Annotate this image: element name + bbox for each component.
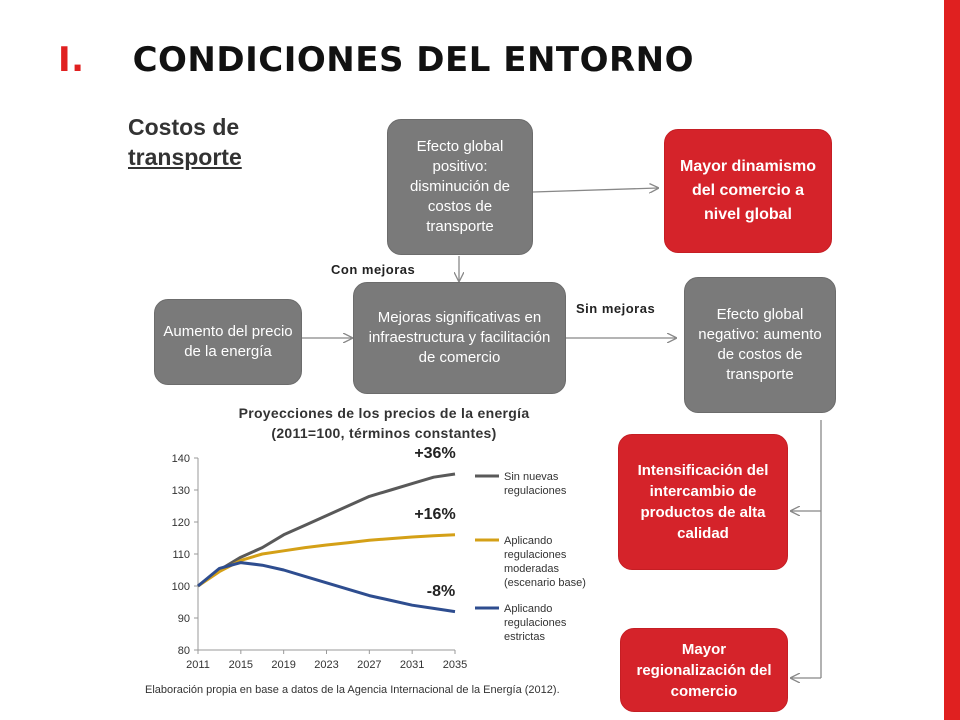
box-regionalizacion: Mayor regionalización del comercio (620, 628, 788, 712)
series-line-2 (197, 533, 456, 588)
series-line-3 (197, 561, 456, 614)
box-mayor-dinamismo: Mayor dinamismo del comercio a nivel glo… (664, 129, 832, 253)
legend-label: estrictas (504, 631, 545, 643)
box-efecto-positivo-text: Efecto global positivo: disminución de c… (409, 138, 511, 235)
box-aumento-precio: Aumento del precio de la energía (154, 299, 302, 385)
box-efecto-positivo: Efecto global positivo: disminución de c… (387, 119, 533, 255)
section-title: CONDICIONES DEL ENTORNO (132, 40, 695, 80)
chart-title-line-1: Proyecciones de los precios de la energí… (238, 405, 530, 421)
label-sin-mejoras: Sin mejoras (576, 301, 656, 316)
y-tick-label: 80 (178, 645, 190, 657)
x-tick-label: 2027 (357, 659, 381, 671)
x-tick-label: 2011 (186, 659, 210, 671)
x-tick-label: 2015 (229, 659, 253, 671)
legend-label: moderadas (504, 563, 560, 575)
y-tick-label: 140 (172, 453, 190, 465)
box-mayor-dinamismo-text: Mayor dinamismo del comercio a nivel glo… (679, 158, 817, 223)
y-tick-label: 100 (172, 581, 190, 593)
energy-price-chart: 80 90 100 110 120 130 140 2011 2015 2019 2023 2027 2… (172, 445, 586, 671)
x-tick-label: 2035 (443, 659, 467, 671)
chart-annotation: -8% (427, 583, 455, 600)
series-line-1 (197, 472, 456, 588)
chart-title: Proyecciones de los precios de la energí… (160, 403, 608, 443)
box-intensificacion-text: Intensificación del intercambio de produ… (637, 462, 769, 542)
arrow-top-to-dinamismo (532, 188, 658, 192)
subtitle-line-2: transporte (128, 144, 242, 170)
legend-label: regulaciones (504, 485, 567, 497)
legend-label: Aplicando (504, 603, 552, 615)
box-regionalizacion-text: Mayor regionalización del comercio (636, 640, 772, 700)
box-intensificacion: Intensificación del intercambio de produ… (618, 434, 788, 570)
legend-label: Aplicando (504, 535, 552, 547)
accent-bar (944, 0, 960, 720)
chart-annotation: +16% (414, 506, 455, 523)
chart-title-line-2: (2011=100, términos constantes) (271, 425, 497, 441)
legend-label: Sin nuevas (504, 471, 559, 483)
section-number: I. (58, 40, 85, 80)
box-mejoras-text: Mejoras significativas en infraestructur… (368, 309, 551, 366)
x-tick-label: 2019 (271, 659, 295, 671)
box-efecto-negativo-text: Efecto global negativo: aumento de costo… (698, 306, 822, 383)
page-title: I. CONDICIONES DEL ENTORNO (58, 40, 694, 80)
x-tick-label: 2031 (400, 659, 424, 671)
legend-label: (escenario base) (504, 577, 586, 589)
y-tick-label: 110 (172, 549, 190, 561)
chart-annotation: +36% (414, 445, 455, 462)
source-note: Elaboración propia en base a datos de la… (145, 684, 560, 696)
legend-label: regulaciones (504, 549, 567, 561)
box-mejoras: Mejoras significativas en infraestructur… (353, 282, 566, 394)
subtitle-line-1: Costos de (128, 114, 240, 140)
box-aumento-precio-text: Aumento del precio de la energía (163, 323, 293, 360)
y-tick-label: 120 (172, 517, 190, 529)
y-tick-label: 130 (172, 485, 190, 497)
section-subtitle: Costos de transporte (128, 112, 242, 172)
x-tick-label: 2023 (314, 659, 338, 671)
legend-label: regulaciones (504, 617, 567, 629)
y-tick-label: 90 (178, 613, 190, 625)
label-con-mejoras: Con mejoras (331, 262, 416, 277)
box-efecto-negativo: Efecto global negativo: aumento de costo… (684, 277, 836, 413)
